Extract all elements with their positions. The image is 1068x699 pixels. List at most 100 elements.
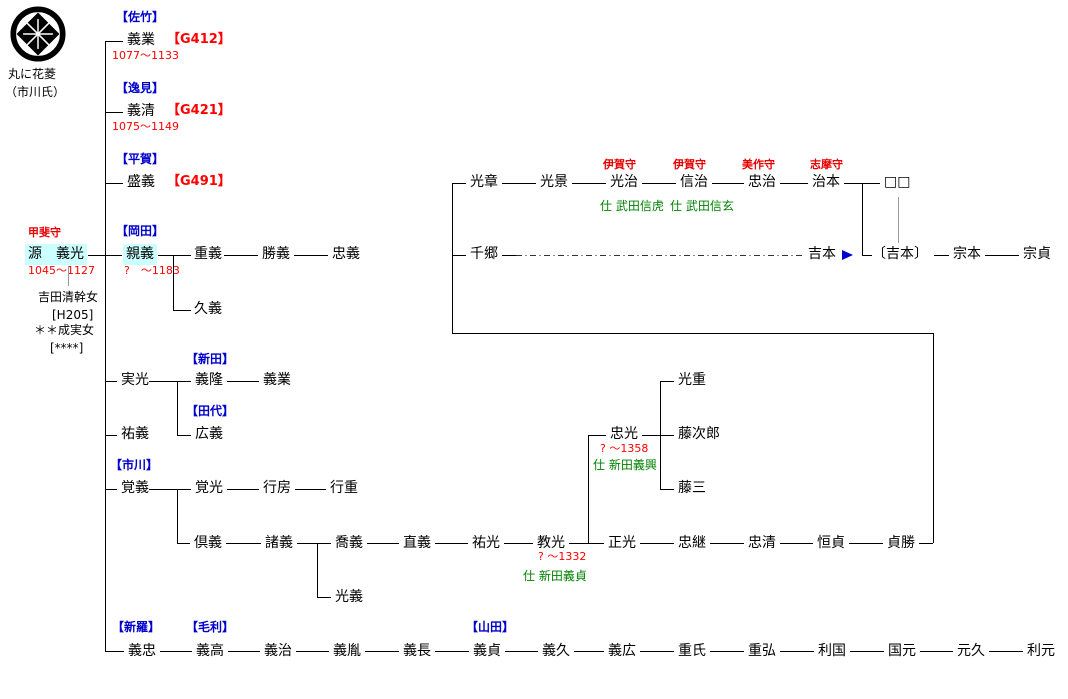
service-note: 仕 新田義貞	[523, 569, 587, 583]
connector-line	[862, 183, 863, 255]
person-name: 忠継	[678, 535, 706, 551]
person-name: 元久	[957, 643, 985, 659]
clan-label: 【岡田】	[116, 224, 165, 238]
person-name: 義貞	[473, 643, 501, 659]
connector-line	[919, 543, 933, 544]
person-name: 光章	[470, 174, 498, 190]
person-name-highlighted: 親義	[126, 246, 154, 263]
person-name: 藤三	[678, 480, 706, 496]
connector-line	[780, 651, 814, 652]
lifespan-dates: ? ～1358	[600, 442, 649, 455]
spouse-note: ＊＊成実女	[34, 323, 95, 337]
person-name: 諸義	[265, 535, 293, 551]
connector-line	[934, 255, 949, 256]
crest-name-label: 丸に花菱	[8, 67, 57, 81]
connector-line	[712, 183, 744, 184]
connector-line	[640, 651, 674, 652]
person-name: 喬義	[335, 535, 363, 551]
service-note: 仕 新田義興	[593, 458, 657, 472]
connector-line	[849, 543, 883, 544]
connector-line	[228, 651, 260, 652]
connector-line	[105, 183, 123, 184]
person-name: □□	[884, 174, 911, 190]
connector-line	[365, 651, 399, 652]
person-name: 正光	[608, 535, 636, 551]
clan-label: 【佐竹】	[116, 10, 165, 24]
office-title: 伊賀守	[673, 158, 706, 171]
person-name: 重義	[194, 246, 222, 262]
connector-line	[989, 651, 1023, 652]
lifespan-dates: ? ～1332	[538, 550, 587, 563]
connector-line	[780, 543, 813, 544]
connector-line	[227, 489, 259, 490]
person-name: 利国	[818, 643, 846, 659]
person-name: 義業	[263, 372, 291, 388]
clan-label: 【山田】	[466, 620, 515, 634]
person-name: 祐光	[472, 535, 500, 551]
connector-line	[367, 543, 399, 544]
clan-label: 【毛利】	[186, 620, 235, 634]
person-name: 覚光	[195, 480, 223, 496]
person-name: 〔吉本〕	[872, 246, 928, 262]
person-name: 信治	[680, 174, 708, 190]
connector-line	[173, 255, 174, 310]
lifespan-dates: ? ～1183	[124, 264, 180, 277]
connector-line	[177, 381, 178, 435]
person-name: 忠義	[332, 246, 360, 262]
connector-line	[224, 255, 258, 256]
connector-line	[149, 381, 191, 382]
person-name: 実光	[121, 372, 149, 388]
person-name: 義広	[608, 643, 636, 659]
connector-line	[642, 435, 674, 436]
connector-line	[452, 183, 466, 184]
person-name: 義忠	[128, 643, 156, 659]
maru-ni-hanabishi-crest-icon	[10, 6, 66, 62]
connector-line	[710, 651, 744, 652]
connector-line	[588, 435, 606, 436]
connector-line	[569, 543, 604, 544]
service-note: 仕 武田信玄	[670, 199, 734, 213]
connector-line	[297, 543, 331, 544]
spouse-note: [H205]	[52, 308, 94, 322]
office-title: 伊賀守	[603, 158, 636, 171]
connector-line	[452, 255, 466, 256]
connector-line	[435, 651, 469, 652]
connector-line	[105, 381, 117, 382]
connector-line	[158, 255, 191, 256]
person-name: 義高	[196, 643, 224, 659]
office-title: 美作守	[742, 158, 775, 171]
ref-code: 【G491】	[167, 174, 231, 189]
connector-line	[105, 41, 106, 651]
person-name: 国元	[888, 643, 916, 659]
person-name: 久義	[194, 301, 222, 317]
person-name: 光重	[678, 372, 706, 388]
person-name: 義胤	[333, 643, 361, 659]
crest-clan-label: （市川氏）	[5, 85, 66, 99]
person-name: 宗貞	[1023, 246, 1051, 262]
connector-line	[296, 651, 329, 652]
connector-line	[435, 543, 468, 544]
connector-line	[933, 333, 934, 543]
person-name: 倶義	[194, 535, 222, 551]
connector-line	[640, 543, 674, 544]
connector-line	[780, 183, 808, 184]
person-name: 義治	[264, 643, 292, 659]
person-name: 恒貞	[817, 535, 845, 551]
person-name: 行房	[263, 480, 291, 496]
connector-line	[660, 381, 661, 489]
person-name: 光義	[335, 589, 363, 605]
person-name: 義久	[542, 643, 570, 659]
office-title: 甲斐守	[28, 226, 61, 239]
person-name: 忠光	[610, 426, 638, 442]
person-name: 千郷	[470, 246, 498, 262]
connector-line	[504, 543, 533, 544]
clan-label: 【田代】	[186, 404, 235, 418]
lifespan-dates: 1045～1127	[28, 264, 95, 277]
person-name-highlighted: 源 義光	[28, 246, 84, 263]
spouse-note: [****]	[50, 341, 84, 355]
connector-line	[177, 543, 190, 544]
connector-line	[920, 651, 953, 652]
lifespan-dates: 1075～1149	[112, 120, 179, 133]
connector-line	[160, 651, 192, 652]
